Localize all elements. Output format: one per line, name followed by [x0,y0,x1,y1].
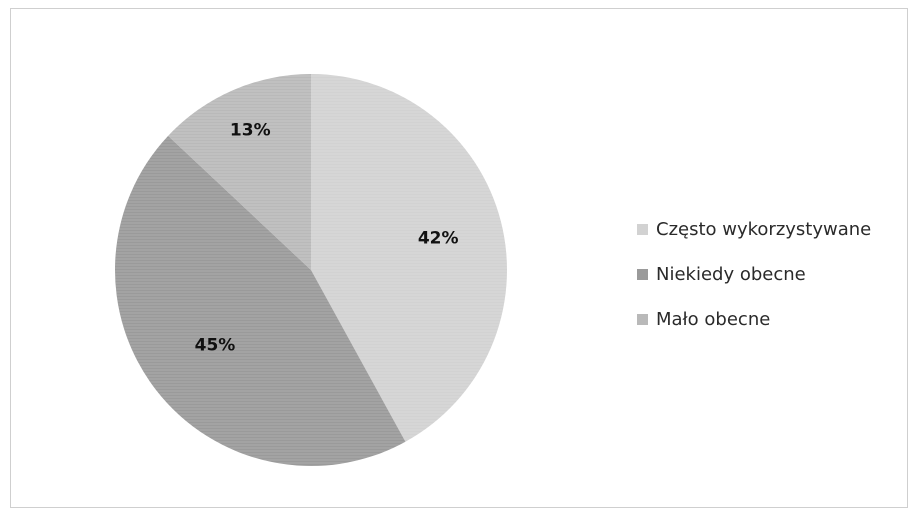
legend-swatch [637,224,648,235]
pie-slice-texture [168,74,311,270]
legend-label: Niekiedy obecne [656,264,806,285]
legend-item-malo: Mało obecne [637,307,871,332]
legend-item-niekiedy: Niekiedy obecne [637,262,871,287]
chart-frame: 42% 45% 13% Często wykorzystywane Niekiedy… [10,8,908,508]
pie-labels: 42% 45% 13% [195,121,459,356]
pie-slice-texture [115,135,406,466]
pie-slice-value-label: 13% [230,121,271,141]
legend-swatch [637,314,648,325]
pie-chart: 42% 45% 13% [115,74,507,466]
legend-item-czesto: Często wykorzystywane [637,217,871,242]
legend-label: Mało obecne [656,309,771,330]
legend-swatch [637,269,648,280]
pie-slices [115,74,507,466]
pie-slice-value-label: 42% [418,228,459,248]
pie-slice-value-label: 45% [195,335,236,355]
legend: Często wykorzystywane Niekiedy obecne Ma… [637,217,871,352]
pie-slice-texture [311,74,507,442]
legend-label: Często wykorzystywane [656,219,872,240]
